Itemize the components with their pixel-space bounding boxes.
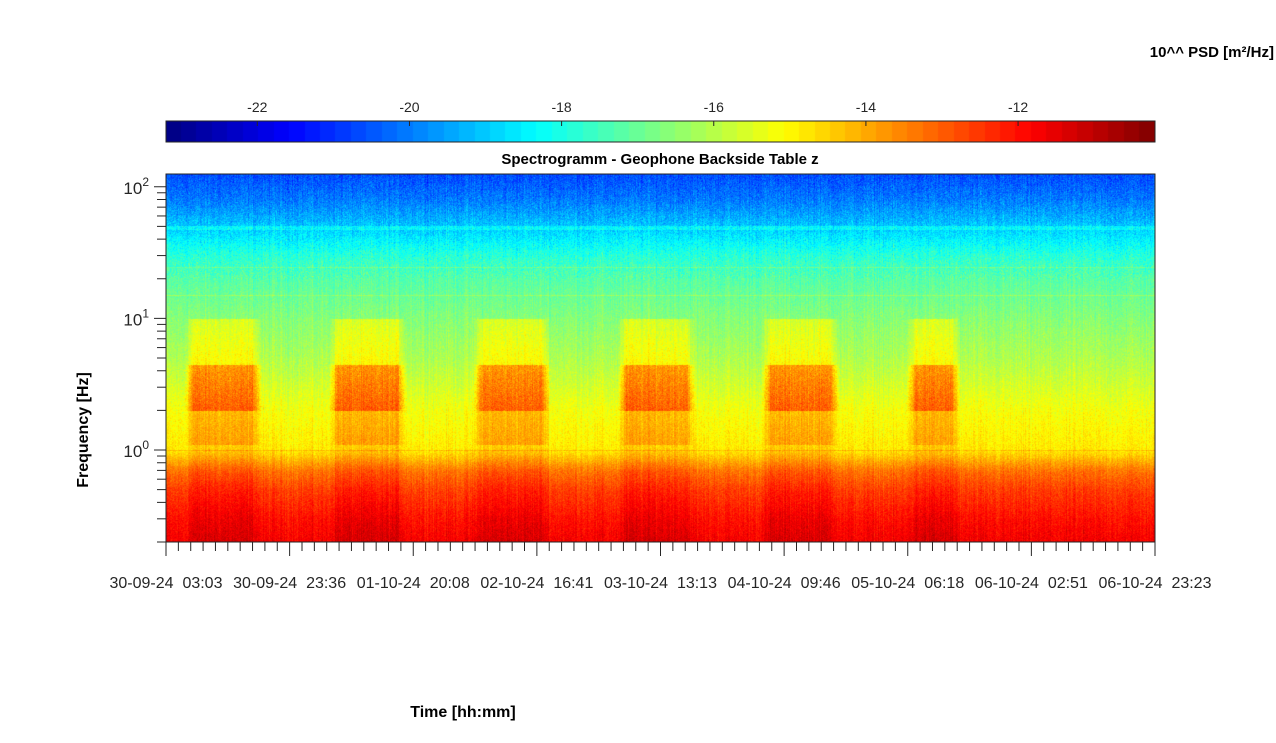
x-axis-label: Time [hh:mm]: [410, 704, 515, 721]
y-tick-label: 100: [123, 438, 149, 461]
x-tick-label: 30-09-24 23:36: [233, 575, 346, 592]
colorbar-tick-label: -22: [247, 99, 267, 115]
colorbar: [166, 121, 1155, 142]
chart-title: Spectrogramm - Geophone Backside Table z: [501, 151, 818, 168]
x-tick-label: 30-09-24 03:03: [110, 575, 223, 592]
x-tick-label: 02-10-24 16:41: [480, 575, 593, 592]
colorbar-ticks: -22 -20 -18 -16 -14 -12: [247, 99, 1028, 126]
x-tick-label: 06-10-24 02:51: [975, 575, 1088, 592]
x-tick-label: 03-10-24 13:13: [604, 575, 717, 592]
colorbar-tick-label: -20: [399, 99, 419, 115]
y-tick-label: 102: [123, 175, 149, 198]
x-tick-label: 04-10-24 09:46: [728, 575, 841, 592]
x-tick-label: 05-10-24 06:18: [851, 575, 964, 592]
plot-frame: [165, 173, 1156, 543]
spectrogram-heatmap: [166, 174, 1155, 542]
y-axis: 100 101 102: [123, 175, 166, 543]
y-axis-label: Frequency [Hz]: [75, 372, 92, 488]
x-tick-label: 06-10-24 23:23: [1099, 575, 1212, 592]
colorbar-label: 10^^ PSD [m²/Hz]: [1150, 44, 1274, 61]
colorbar-tick-label: -18: [551, 99, 571, 115]
x-axis: 30-09-24 03:03 30-09-24 23:36 01-10-24 20:…: [110, 542, 1212, 592]
colorbar-tick-label: -16: [704, 99, 724, 115]
y-tick-label: 101: [123, 306, 149, 329]
x-tick-label: 01-10-24 20:08: [357, 575, 470, 592]
colorbar-tick-label: -14: [856, 99, 876, 115]
colorbar-frame: [165, 120, 1156, 143]
colorbar-tick-label: -12: [1008, 99, 1028, 115]
